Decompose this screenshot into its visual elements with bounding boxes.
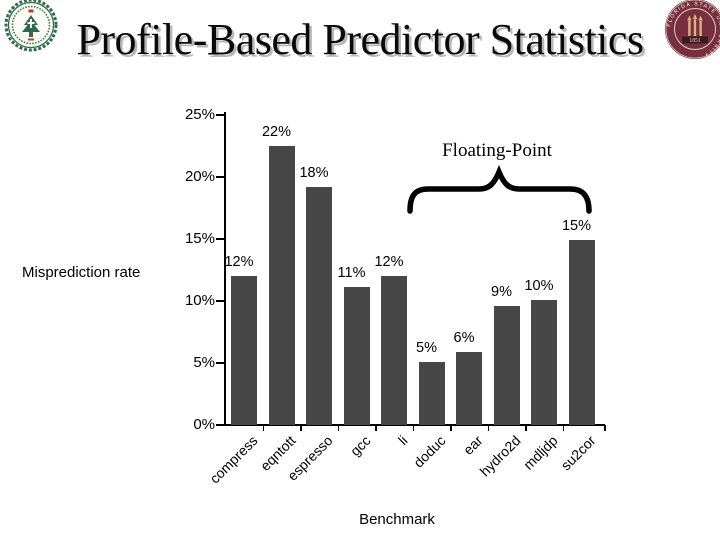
bar-value-label: 12% [374, 254, 404, 271]
y-tick-mark [216, 176, 224, 178]
slide-title: Profile-Based Predictor Statistics [76, 15, 644, 64]
bar-hydro2d [493, 305, 520, 425]
x-tick-mark [300, 425, 302, 431]
y-tick-label: 15% [184, 230, 215, 247]
y-tick-mark [216, 362, 224, 364]
bar-value-label: 11% [337, 265, 366, 282]
bar-su2cor [568, 240, 595, 425]
x-tick-mark-end [604, 425, 606, 431]
bar-gcc [343, 287, 370, 425]
x-axis-line [224, 424, 605, 426]
x-tick-mark [562, 425, 565, 431]
x-axis-label: Benchmark [359, 511, 435, 528]
fsu-torches-icon [687, 13, 703, 36]
y-tick-mark [216, 300, 224, 302]
bar-ear [456, 351, 482, 425]
y-tick-label: 25% [184, 106, 215, 123]
bar-value-label: 5% [416, 339, 437, 356]
bar-mdljdp [531, 299, 557, 425]
bar-eqntott [268, 146, 295, 425]
bar-li [381, 276, 407, 425]
x-tick-mark [487, 425, 490, 431]
bar-doduc [418, 361, 445, 425]
bar-value-label: 22% [261, 124, 292, 140]
x-tick-mark [412, 425, 415, 431]
y-axis-label: Misprediction rate [22, 264, 141, 281]
bar-value-label: 12% [224, 254, 254, 271]
bar-value-label: 15% [561, 218, 592, 235]
x-tick-mark [262, 425, 265, 431]
bar-espresso [306, 186, 332, 425]
curly-brace-icon [407, 164, 592, 214]
x-tick-mark [375, 425, 377, 431]
bar-value-label: 9% [491, 283, 512, 300]
y-tick-label: 10% [184, 292, 215, 309]
y-tick-label: 20% [184, 168, 215, 185]
fsu-seal-icon: FLORIDA STATE UNIVERSITY 1851 [665, 0, 720, 59]
x-tick-mark [337, 425, 340, 431]
x-tick-mark [525, 425, 527, 431]
svg-text:1851: 1851 [689, 38, 701, 44]
floating-point-annotation: Floating-Point [442, 140, 552, 161]
y-tick-mark [216, 424, 224, 426]
x-tick-mark [450, 425, 452, 431]
y-tick-label: 5% [193, 354, 215, 371]
y-axis-line [224, 112, 226, 426]
y-tick-mark [216, 238, 224, 240]
green-university-seal-icon [4, 0, 58, 52]
y-tick-mark [216, 114, 224, 116]
bar-value-label: 6% [453, 329, 475, 346]
bar-compress [231, 276, 257, 425]
bar-value-label: 10% [524, 277, 554, 294]
y-tick-label: 0% [193, 416, 215, 433]
bar-value-label: 18% [299, 164, 329, 181]
